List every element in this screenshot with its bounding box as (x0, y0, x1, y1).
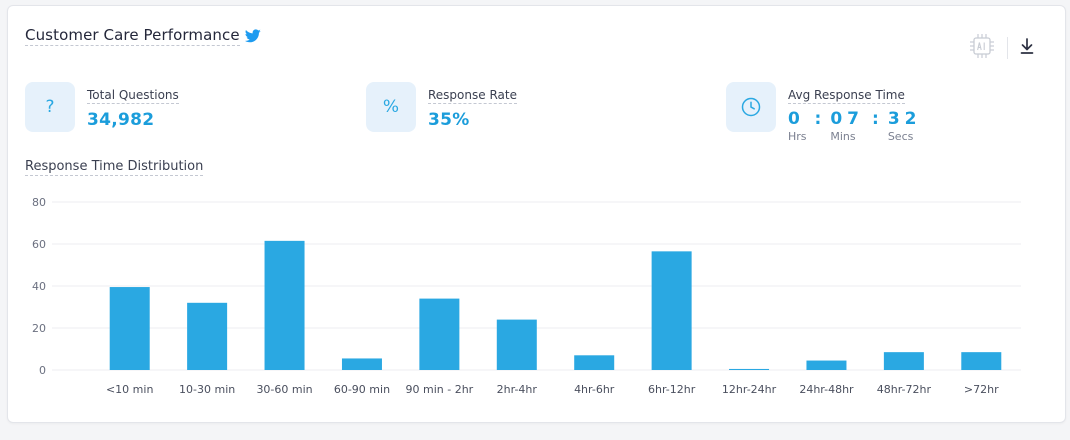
bar (961, 352, 1002, 370)
question-mark-icon: ? (25, 82, 75, 132)
performance-card: Customer Care Performance ? Total Questi… (7, 5, 1066, 423)
stat-avg-response-time: Avg Response Time 0 Hrs : 07 Mins : 32 S… (726, 82, 922, 143)
stat-response-rate: % Response Rate 35% (366, 82, 517, 132)
bar (187, 302, 228, 370)
time-separator: : (872, 109, 879, 129)
time-hours: 0 (788, 109, 805, 129)
time-display: 0 Hrs : 07 Mins : 32 Secs (788, 109, 922, 143)
bar (419, 298, 460, 370)
card-header: Customer Care Performance (25, 26, 261, 46)
x-tick-label: >72hr (964, 383, 999, 396)
twitter-icon (244, 29, 261, 43)
time-minutes: 07 (830, 109, 865, 129)
bar (341, 358, 382, 370)
stat-label: Response Rate (428, 88, 517, 104)
stat-value: 35% (428, 110, 470, 130)
time-seconds-label: Secs (887, 130, 914, 143)
bar (883, 352, 924, 370)
x-tick-label: <10 min (106, 383, 153, 396)
y-tick-label: 0 (39, 364, 46, 377)
stat-label: Avg Response Time (788, 88, 905, 104)
y-tick-label: 40 (32, 280, 46, 293)
time-minutes-label: Mins (830, 130, 856, 143)
bar (496, 319, 537, 370)
card-title: Customer Care Performance (25, 26, 240, 46)
ai-chip-icon[interactable] (968, 32, 996, 60)
percent-icon: % (366, 82, 416, 132)
stat-label: Total Questions (87, 88, 179, 104)
bar (729, 368, 770, 370)
x-tick-label: 4hr-6hr (574, 383, 615, 396)
clock-icon (726, 82, 776, 132)
y-tick-label: 80 (32, 196, 46, 209)
x-tick-label: 2hr-4hr (497, 383, 538, 396)
time-seconds: 32 (887, 109, 922, 129)
toolbar-divider (1007, 37, 1008, 59)
x-tick-label: 10-30 min (179, 383, 235, 396)
download-icon[interactable] (1018, 36, 1036, 56)
x-tick-label: 48hr-72hr (877, 383, 932, 396)
x-tick-label: 6hr-12hr (648, 383, 696, 396)
x-tick-label: 24hr-48hr (799, 383, 854, 396)
bar (264, 240, 305, 370)
x-tick-label: 90 min - 2hr (406, 383, 474, 396)
stat-value: 34,982 (87, 110, 155, 130)
section-label: Response Time Distribution (25, 159, 204, 176)
x-tick-label: 60-90 min (334, 383, 390, 396)
stat-total-questions: ? Total Questions 34,982 (25, 82, 179, 132)
y-tick-label: 20 (32, 322, 46, 335)
bar (109, 287, 150, 370)
x-tick-label: 12hr-24hr (722, 383, 777, 396)
x-tick-label: 30-60 min (256, 383, 312, 396)
y-tick-label: 60 (32, 238, 46, 251)
bar (651, 251, 692, 370)
bar-chart: 0 20 40 60 80 <10 min 10-30 min 30-60 min 60-90 … (32, 196, 1021, 396)
time-separator: : (814, 109, 822, 129)
bar (806, 360, 847, 370)
time-hours-label: Hrs (788, 130, 807, 143)
bar (574, 355, 615, 370)
